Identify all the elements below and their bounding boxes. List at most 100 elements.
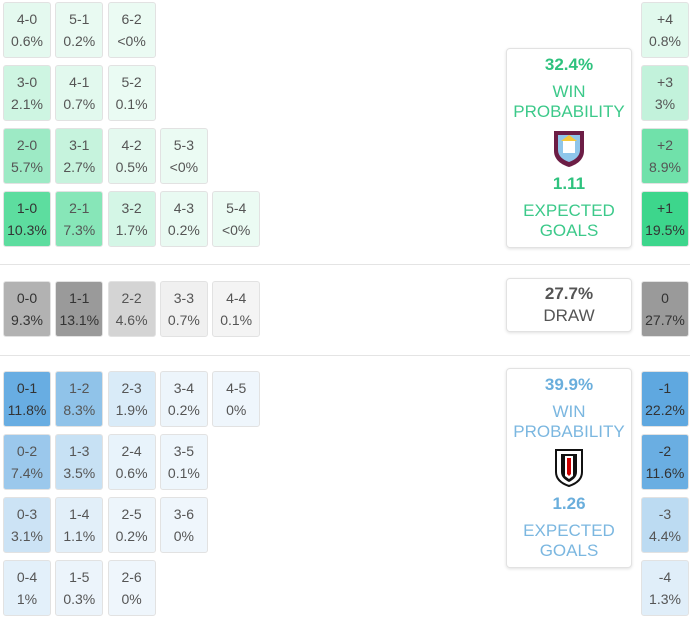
probability: 1.7% — [115, 222, 148, 238]
scoreline: 3-6 — [173, 506, 194, 522]
score-cell: 1-5 0.3% — [55, 560, 104, 616]
probability: 0.1% — [220, 312, 253, 328]
probability: 1.9% — [115, 402, 148, 418]
score-cell: 3-2 1.7% — [107, 191, 156, 247]
score-cell: 5-4 <0% — [212, 191, 261, 247]
scoreline: 4-0 — [16, 11, 38, 27]
probability: 8.9% — [649, 159, 681, 175]
probability: 0.2% — [115, 528, 148, 544]
scoreline: 0 — [661, 290, 669, 306]
score-cell: 2-6 0% — [107, 560, 156, 616]
score-cell: 0-2 7.4% — [3, 434, 51, 490]
score-cell: 0 27.7% — [641, 281, 689, 337]
scoreline: +1 — [657, 200, 673, 216]
score-cell: 4-4 0.1% — [212, 281, 261, 337]
score-cell: 4-3 0.2% — [159, 191, 208, 247]
score-cell: 1-1 13.1% — [55, 281, 104, 337]
score-cell: 0-3 3.1% — [3, 497, 51, 553]
probability: 0.2% — [167, 222, 200, 238]
scoreline: -1 — [658, 380, 672, 396]
scoreline: 1-1 — [69, 290, 90, 306]
score-cell: 1-2 8.3% — [55, 371, 104, 427]
score-cell: -4 1.3% — [641, 560, 689, 616]
probability: 5.7% — [11, 159, 43, 175]
probability: 0% — [226, 402, 247, 418]
draw-label: DRAW — [543, 306, 595, 326]
probability: 0% — [173, 528, 194, 544]
away-crest — [555, 448, 583, 488]
scoreline: 4-5 — [226, 380, 247, 396]
score-cell: 1-3 3.5% — [55, 434, 104, 490]
score-cell: 0-1 11.8% — [3, 371, 51, 427]
scoreline: 3-2 — [121, 200, 142, 216]
probability: 27.7% — [645, 312, 685, 328]
probability: 13.1% — [59, 312, 100, 328]
scoreline: 2-2 — [121, 290, 142, 306]
score-cell: 0-4 1% — [3, 560, 51, 616]
scoreline: 4-3 — [173, 200, 194, 216]
probability: 3.5% — [63, 465, 96, 481]
scoreline: 5-1 — [69, 11, 90, 27]
probability: 19.5% — [645, 222, 685, 238]
score-cell: 5-1 0.2% — [55, 2, 104, 58]
probability: 0.6% — [11, 33, 43, 49]
scoreline: 3-5 — [173, 443, 194, 459]
score-cell: 4-5 0% — [212, 371, 261, 427]
probability: 0.5% — [115, 159, 148, 175]
home-card: 32.4% WIN PROBABILITY 1.11 EXPECTED GOAL… — [506, 48, 632, 248]
win-probability: 32.4% — [544, 55, 594, 75]
probability: <0% — [169, 159, 199, 175]
draw-probability: 27.7% — [544, 283, 594, 303]
probability: 3.1% — [11, 528, 43, 544]
probability: 4.4% — [649, 528, 681, 544]
probability: 9.3% — [11, 312, 43, 328]
score-cell: 5-2 0.1% — [107, 65, 156, 121]
score-cell: 3-0 2.1% — [3, 65, 51, 121]
probability: 8.3% — [63, 402, 96, 418]
expected-goals: 1.26 — [552, 494, 586, 514]
scoreline: +2 — [657, 137, 673, 153]
probability: 7.4% — [11, 465, 43, 481]
probability: 7.3% — [63, 222, 96, 238]
scoreline: 3-1 — [69, 137, 90, 153]
probability: 4.6% — [115, 312, 148, 328]
scoreline: 4-1 — [69, 74, 90, 90]
score-cell: +1 19.5% — [641, 191, 689, 247]
score-cell: 3-3 0.7% — [159, 281, 208, 337]
scoreline: -2 — [658, 443, 672, 459]
probability: 11.8% — [7, 402, 47, 418]
scoreline: 0-1 — [16, 380, 38, 396]
scoreline: 4-4 — [226, 290, 247, 306]
scoreline: 5-2 — [121, 74, 142, 90]
probability: 10.3% — [7, 222, 47, 238]
probability: 2.7% — [63, 159, 96, 175]
probability: 1.1% — [63, 528, 96, 544]
score-cell: +3 3% — [641, 65, 689, 121]
probability: 2.1% — [11, 96, 43, 112]
scoreline: 0-4 — [16, 569, 38, 585]
score-cell: 0-0 9.3% — [3, 281, 51, 337]
scoreline: 2-6 — [121, 569, 142, 585]
probability: <0% — [221, 222, 251, 238]
probability: 0% — [121, 591, 142, 607]
probability: 0.8% — [649, 33, 681, 49]
score-cell: 3-5 0.1% — [159, 434, 208, 490]
scoreline: 1-4 — [69, 506, 90, 522]
scoreline: 4-2 — [121, 137, 142, 153]
score-cell: 4-1 0.7% — [55, 65, 104, 121]
probability: 1.3% — [649, 591, 681, 607]
score-cell: +4 0.8% — [641, 2, 689, 58]
scoreline: 5-3 — [173, 137, 194, 153]
score-cell: 2-3 1.9% — [107, 371, 156, 427]
scoreline: 2-0 — [16, 137, 38, 153]
scoreline: 3-4 — [173, 380, 194, 396]
scoreline: 0-3 — [16, 506, 38, 522]
score-cell: 3-1 2.7% — [55, 128, 104, 184]
score-cell: 4-0 0.6% — [3, 2, 51, 58]
expected-goals: 1.11 — [552, 174, 586, 194]
score-cell: +2 8.9% — [641, 128, 689, 184]
scoreline: +4 — [657, 11, 673, 27]
separator — [0, 355, 690, 356]
score-cell: -3 4.4% — [641, 497, 689, 553]
scoreline: 2-1 — [69, 200, 90, 216]
